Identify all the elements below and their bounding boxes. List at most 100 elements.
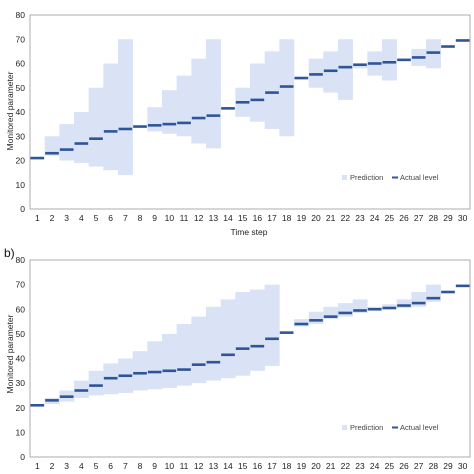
x-tick-label: 3 [64, 461, 69, 471]
y-tick-label: 0 [20, 452, 25, 462]
prediction-band [220, 299, 236, 379]
bands [44, 284, 441, 405]
legend-prediction-swatch [342, 175, 347, 180]
prediction-band [352, 64, 368, 69]
x-tick-label: 19 [297, 213, 307, 223]
prediction-band [235, 292, 251, 376]
x-tick-label: 11 [180, 213, 189, 223]
y-tick-label: 20 [16, 403, 26, 413]
y-tick-label: 20 [16, 156, 26, 166]
x-tick-label: 17 [267, 213, 277, 223]
prediction-band [250, 63, 265, 122]
y-axis-label: Monitored parameter [5, 71, 15, 150]
y-tick-label: 10 [16, 180, 26, 190]
x-tick-label: 22 [341, 461, 351, 471]
prediction-band [206, 39, 221, 149]
x-tick-label: 29 [443, 461, 453, 471]
x-tick-label: 7 [123, 213, 128, 223]
plot-frame [29, 259, 471, 458]
x-tick-label: 26 [399, 461, 409, 471]
x-tick-label: 10 [165, 461, 175, 471]
legend-prediction-label: Prediction [350, 423, 383, 432]
prediction-band [88, 370, 104, 396]
x-tick-label: 1 [35, 461, 40, 471]
bands [44, 39, 441, 176]
y-tick-label: 80 [16, 10, 26, 20]
prediction-band [118, 39, 133, 176]
actual-line [30, 39, 470, 160]
prediction-band [191, 316, 207, 384]
x-tick-label: 1 [35, 213, 40, 223]
x-tick-label: 14 [223, 461, 233, 471]
x-tick-label: 6 [108, 461, 113, 471]
x-tick-label: 17 [267, 461, 277, 471]
plot-border [29, 259, 471, 458]
x-tick-label: 12 [194, 461, 204, 471]
prediction-band [147, 107, 163, 132]
legend-prediction-swatch [342, 425, 347, 430]
x-tick-label: 29 [443, 213, 453, 223]
x-tick-label: 8 [138, 213, 143, 223]
prediction-band [411, 292, 427, 307]
legend: Prediction Actual level [342, 173, 439, 182]
panel-label: b) [4, 246, 15, 260]
prediction-band [338, 39, 353, 100]
prediction-band [264, 284, 280, 366]
x-tick-label: 16 [253, 213, 263, 223]
prediction-band [59, 124, 75, 161]
y-tick-label: 50 [16, 329, 26, 339]
x-tick-label: 8 [138, 461, 143, 471]
actual-line [30, 284, 470, 407]
x-tick-label: 15 [238, 213, 248, 223]
prediction-band [162, 90, 177, 134]
x-axis-label: Time step [230, 227, 267, 237]
prediction-band [44, 136, 60, 156]
x-tick-label: 6 [108, 213, 113, 223]
x-tick-label: 12 [194, 213, 204, 223]
prediction-band [132, 351, 148, 391]
plot-frame [29, 14, 471, 210]
prediction-band [74, 112, 89, 163]
prediction-band [382, 39, 397, 81]
x-tick-label: 27 [414, 213, 424, 223]
x-tick-label: 23 [355, 461, 365, 471]
x-tick-label: 2 [50, 213, 55, 223]
x-tick-label: 20 [311, 213, 321, 223]
x-tick-label: 21 [326, 461, 336, 471]
x-tick-label: 13 [209, 461, 219, 471]
x-tick-label: 2 [50, 461, 55, 471]
prediction-band [176, 75, 192, 137]
y-tick-label: 40 [16, 107, 26, 117]
prediction-band [103, 63, 119, 171]
y-tick-label: 30 [16, 378, 26, 388]
y-tick-label: 0 [20, 204, 25, 214]
x-tick-label: 22 [341, 213, 351, 223]
x-tick-label: 18 [282, 461, 292, 471]
x-tick-label: 5 [94, 461, 99, 471]
y-ticks: 0 10 20 30 40 50 60 70 80 [16, 10, 26, 214]
prediction-band [88, 87, 104, 167]
prediction-band [191, 58, 207, 144]
x-tick-label: 5 [94, 213, 99, 223]
y-ticks: 0 10 20 30 40 50 60 70 80 [16, 255, 26, 462]
x-tick-label: 16 [253, 461, 263, 471]
x-tick-label: 14 [223, 213, 233, 223]
x-tick-label: 7 [123, 461, 128, 471]
prediction-band [264, 51, 280, 129]
x-tick-label: 9 [152, 213, 157, 223]
x-tick-label: 15 [238, 461, 248, 471]
x-tick-label: 30 [458, 461, 468, 471]
legend-prediction-label: Prediction [350, 173, 383, 182]
legend: Prediction Actual level [342, 423, 439, 432]
y-tick-label: 40 [16, 354, 26, 364]
prediction-band [206, 306, 221, 381]
prediction-band [147, 341, 163, 390]
x-tick-label: 3 [64, 213, 69, 223]
prediction-band [308, 311, 324, 325]
prediction-band [396, 299, 412, 309]
x-tick-label: 11 [180, 461, 189, 471]
y-tick-label: 30 [16, 131, 26, 141]
x-tick-label: 10 [165, 213, 175, 223]
x-tick-label: 4 [79, 461, 84, 471]
y-axis-label: Monitored parameter [5, 314, 15, 393]
